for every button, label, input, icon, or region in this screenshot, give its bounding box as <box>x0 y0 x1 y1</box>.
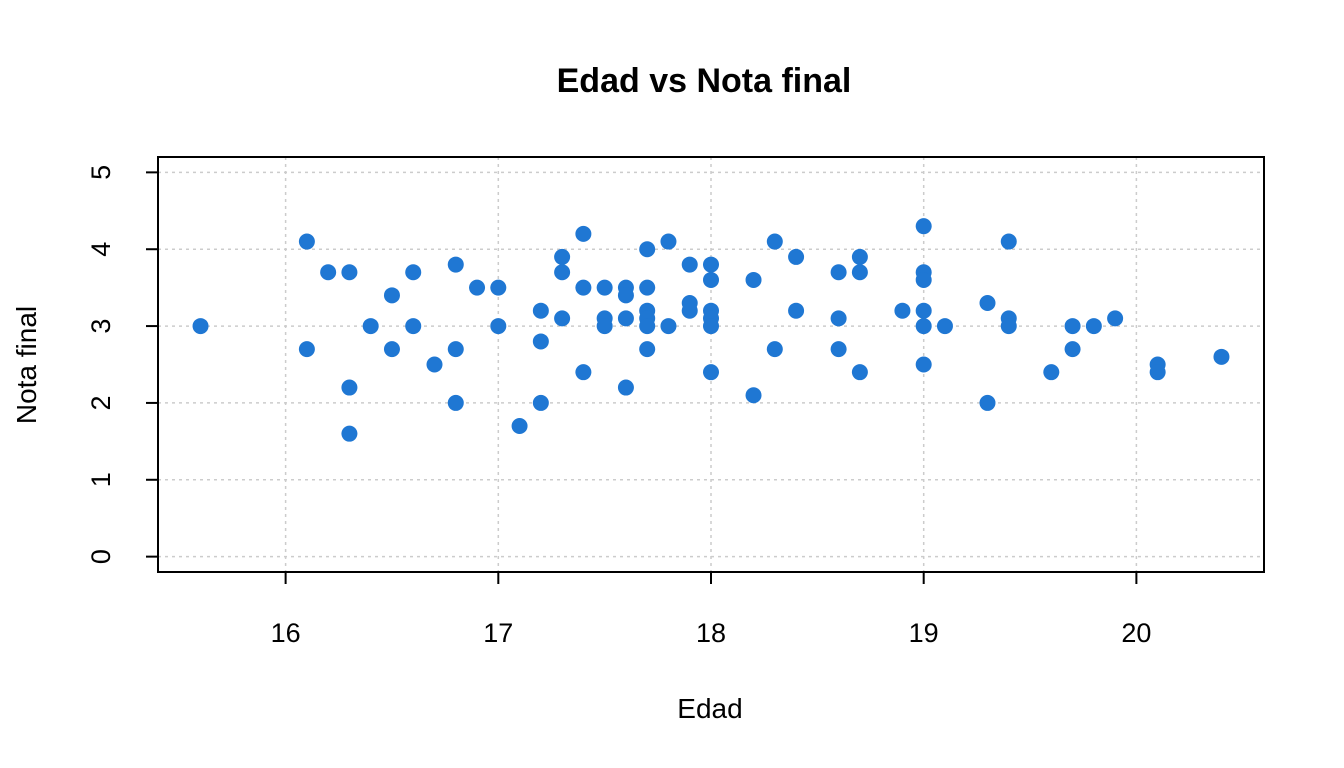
data-point <box>617 287 634 304</box>
data-point <box>192 318 209 335</box>
x-axis: 16 17 18 19 20 <box>271 572 1151 648</box>
data-point <box>1107 310 1124 327</box>
data-point <box>447 394 464 411</box>
data-point <box>788 302 805 319</box>
data-point <box>511 417 528 434</box>
data-point <box>617 310 634 327</box>
data-point <box>979 394 996 411</box>
data-point <box>703 271 719 288</box>
data-point <box>703 364 719 381</box>
data-point <box>915 318 932 335</box>
data-point <box>532 394 549 411</box>
data-point <box>830 264 847 281</box>
data-point <box>1000 318 1017 335</box>
data-point <box>298 233 315 250</box>
y-axis: 0 1 2 3 4 5 <box>86 165 158 564</box>
data-point <box>1064 318 1081 335</box>
chart-title: Edad vs Nota final <box>557 62 852 100</box>
data-point <box>554 248 571 265</box>
x-tick-label: 17 <box>483 618 513 648</box>
data-point <box>341 425 358 442</box>
data-point <box>681 302 698 319</box>
data-point <box>703 318 719 335</box>
y-tick-label: 2 <box>86 395 116 410</box>
data-point <box>936 318 953 335</box>
data-point <box>383 287 400 304</box>
data-point <box>1213 348 1230 365</box>
data-point <box>575 364 592 381</box>
data-point <box>851 264 868 281</box>
data-point <box>639 279 656 296</box>
data-point <box>703 256 719 273</box>
data-point <box>532 333 549 350</box>
data-point <box>1085 318 1102 335</box>
data-point <box>639 241 656 258</box>
data-point <box>298 341 315 358</box>
data-point <box>639 341 656 358</box>
data-point <box>979 295 996 312</box>
data-point <box>830 310 847 327</box>
data-point <box>660 318 677 335</box>
data-point <box>405 318 422 335</box>
y-tick-label: 5 <box>86 165 116 180</box>
data-point <box>766 341 783 358</box>
data-point <box>915 218 932 235</box>
data-point <box>681 256 698 273</box>
data-point <box>766 233 783 250</box>
data-point <box>1149 364 1166 381</box>
data-point <box>575 225 592 242</box>
data-point <box>554 310 571 327</box>
data-point <box>490 318 507 335</box>
data-point <box>788 248 805 265</box>
data-point <box>639 318 656 335</box>
data-point <box>1064 341 1081 358</box>
data-point <box>745 271 762 288</box>
data-point <box>1043 364 1060 381</box>
data-point <box>915 356 932 373</box>
data-point <box>554 264 571 281</box>
y-axis-label: Nota final <box>11 306 42 424</box>
data-point <box>575 279 592 296</box>
data-point <box>596 279 613 296</box>
data-point <box>830 341 847 358</box>
x-axis-label: Edad <box>677 693 742 724</box>
data-point <box>341 264 358 281</box>
data-point <box>660 233 677 250</box>
y-tick-label: 3 <box>86 319 116 334</box>
data-point <box>405 264 422 281</box>
data-point <box>426 356 443 373</box>
data-point <box>532 302 549 319</box>
y-tick-label: 1 <box>86 472 116 487</box>
x-tick-label: 18 <box>696 618 726 648</box>
data-point <box>915 302 932 319</box>
data-point <box>894 302 911 319</box>
data-point <box>341 379 358 396</box>
x-tick-label: 16 <box>271 618 301 648</box>
data-point <box>447 256 464 273</box>
data-point <box>469 279 486 296</box>
data-point <box>447 341 464 358</box>
data-point <box>617 379 634 396</box>
data-point <box>362 318 379 335</box>
data-point <box>745 387 762 404</box>
y-tick-label: 0 <box>86 549 116 564</box>
data-point <box>383 341 400 358</box>
data-point <box>851 248 868 265</box>
data-point <box>915 271 932 288</box>
x-tick-label: 20 <box>1121 618 1151 648</box>
y-tick-label: 4 <box>86 242 116 257</box>
data-point <box>596 318 613 335</box>
data-point <box>1000 233 1017 250</box>
data-points <box>192 218 1230 442</box>
data-point <box>490 279 507 296</box>
data-point <box>320 264 337 281</box>
data-point <box>851 364 868 381</box>
x-tick-label: 19 <box>909 618 939 648</box>
